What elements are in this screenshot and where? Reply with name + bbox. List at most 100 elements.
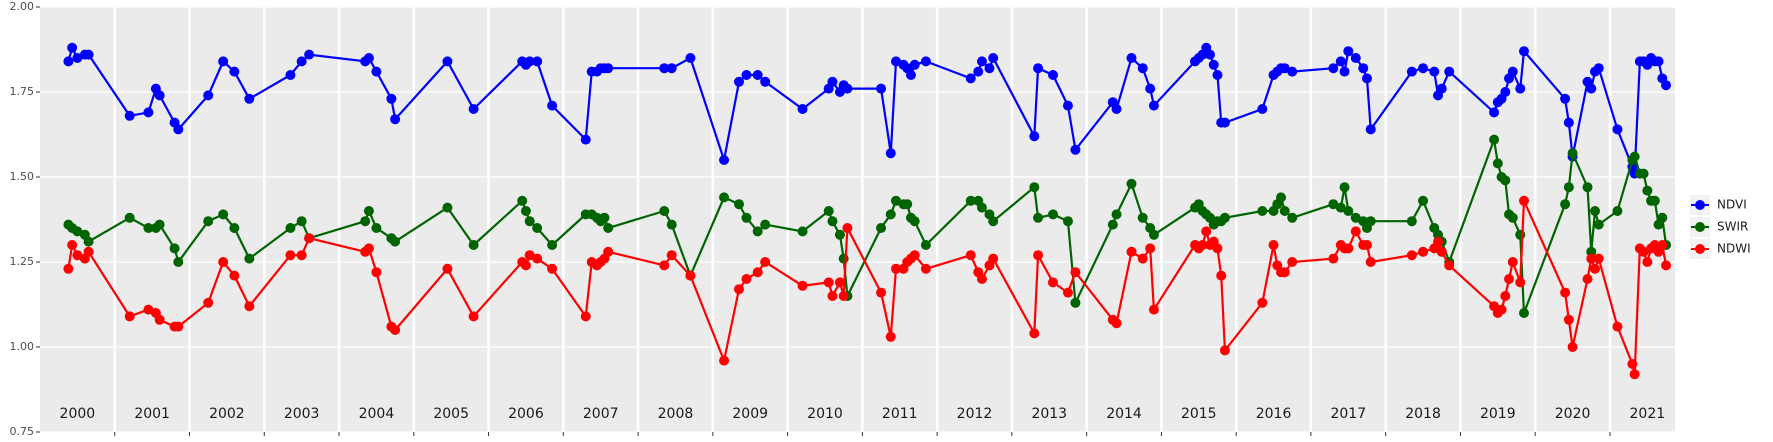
point <box>1350 53 1361 63</box>
point <box>1560 199 1571 210</box>
point <box>1563 117 1574 128</box>
year-label: 2015 <box>1181 406 1217 422</box>
point <box>1287 66 1298 77</box>
point <box>666 63 677 74</box>
point <box>390 325 401 335</box>
point <box>905 70 916 80</box>
point <box>719 155 730 165</box>
point <box>1201 226 1212 237</box>
point <box>885 209 896 220</box>
point <box>1328 253 1339 264</box>
point <box>838 253 849 264</box>
point <box>1339 182 1350 193</box>
point <box>1208 59 1219 70</box>
year-label: 2011 <box>882 406 918 422</box>
point <box>752 226 763 237</box>
point <box>1033 63 1044 74</box>
point <box>386 93 397 104</box>
point <box>371 223 382 233</box>
point <box>1204 49 1215 60</box>
point <box>1328 63 1339 74</box>
point <box>1350 226 1361 237</box>
point <box>218 209 229 220</box>
point <box>520 260 531 271</box>
point <box>1111 318 1122 329</box>
point <box>827 216 838 227</box>
point <box>532 223 543 233</box>
point <box>1219 212 1230 223</box>
point <box>823 277 834 288</box>
point <box>1582 182 1593 193</box>
point <box>741 212 752 223</box>
point <box>1197 240 1208 250</box>
point <box>154 219 165 230</box>
point <box>1343 46 1354 57</box>
point <box>72 53 83 63</box>
point <box>599 212 610 223</box>
point <box>1219 345 1230 356</box>
point <box>1560 287 1571 298</box>
point <box>876 287 887 298</box>
point <box>524 250 535 261</box>
legend-point <box>1695 244 1705 254</box>
point <box>143 107 154 118</box>
point <box>988 216 999 227</box>
point <box>173 124 184 135</box>
point <box>173 321 184 332</box>
point <box>1365 124 1376 135</box>
point <box>143 304 154 315</box>
point <box>1033 250 1044 261</box>
point <box>1653 56 1664 67</box>
point <box>1029 131 1040 142</box>
point <box>1638 246 1649 257</box>
point <box>83 49 94 60</box>
point <box>524 56 535 67</box>
point <box>1070 267 1081 278</box>
point <box>547 263 558 274</box>
point <box>1365 257 1376 267</box>
point <box>1343 206 1354 216</box>
point <box>891 56 902 67</box>
point <box>885 148 896 159</box>
point <box>741 70 752 80</box>
point <box>666 250 677 261</box>
point <box>1518 195 1529 206</box>
point <box>244 301 255 312</box>
point <box>976 274 987 284</box>
point <box>285 223 296 233</box>
point <box>1489 134 1500 145</box>
point <box>1070 297 1081 308</box>
point <box>965 250 976 261</box>
point <box>719 192 730 203</box>
point <box>1212 243 1223 254</box>
point <box>1518 46 1529 57</box>
point <box>1492 158 1503 169</box>
point <box>143 223 154 233</box>
point <box>1590 206 1601 216</box>
point <box>203 90 214 101</box>
point <box>1567 148 1578 159</box>
point <box>390 114 401 125</box>
point <box>1145 243 1156 254</box>
point <box>1518 308 1529 318</box>
plot-panel <box>40 7 1675 432</box>
point <box>842 223 853 233</box>
point <box>285 70 296 80</box>
point <box>719 355 730 366</box>
point <box>296 250 307 261</box>
year-label: 2020 <box>1555 406 1591 422</box>
point <box>1335 56 1346 67</box>
point <box>1515 83 1526 94</box>
year-label: 2016 <box>1256 406 1292 422</box>
point <box>1593 63 1604 74</box>
y-tick-label: 1.00 <box>10 340 35 353</box>
year-label: 2018 <box>1405 406 1441 422</box>
point <box>603 63 614 74</box>
point <box>1257 297 1268 308</box>
point <box>1418 63 1429 74</box>
point <box>229 66 240 77</box>
point <box>659 63 670 74</box>
point <box>173 257 184 267</box>
y-tick-label: 1.50 <box>10 170 35 183</box>
point <box>124 110 135 121</box>
